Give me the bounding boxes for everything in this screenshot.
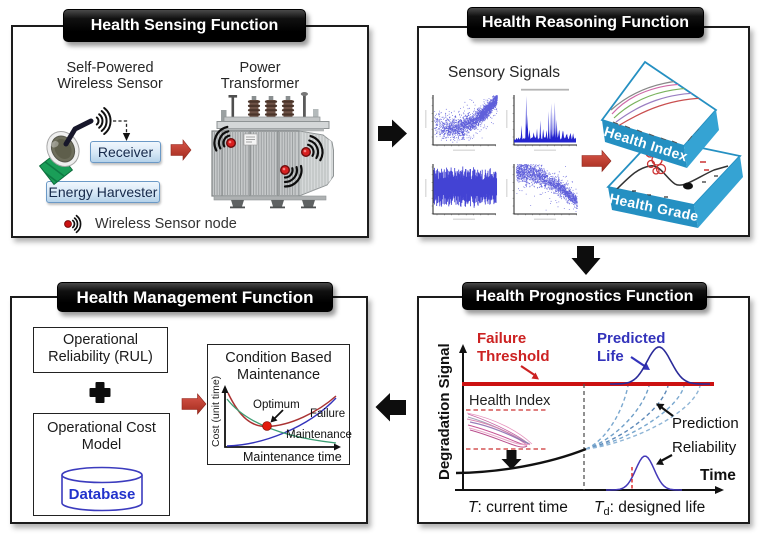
svg-text:Life: Life (597, 348, 624, 365)
svg-text:Time: Time (700, 467, 736, 484)
svg-text:Threshold: Threshold (477, 348, 550, 365)
svg-text:Health Index: Health Index (469, 393, 551, 409)
svg-text:T: current time: T: current time (468, 499, 568, 516)
svg-text:Maintenance time: Maintenance time (243, 450, 342, 464)
svg-text:Maintenance: Maintenance (286, 429, 352, 441)
svg-text:Reliability: Reliability (672, 439, 737, 456)
svg-text:Prediction: Prediction (672, 415, 739, 432)
svg-text:Degradation Signal: Degradation Signal (436, 343, 453, 480)
svg-text:Database: Database (69, 486, 136, 503)
svg-text:Failure: Failure (477, 330, 526, 347)
svg-text:Cost (unit time): Cost (unit time) (210, 376, 222, 447)
svg-text:Failure: Failure (310, 408, 345, 420)
svg-text:Td: designed life: Td: designed life (594, 499, 705, 518)
svg-text:Predicted: Predicted (597, 330, 665, 347)
svg-text:Optimum: Optimum (253, 399, 300, 411)
